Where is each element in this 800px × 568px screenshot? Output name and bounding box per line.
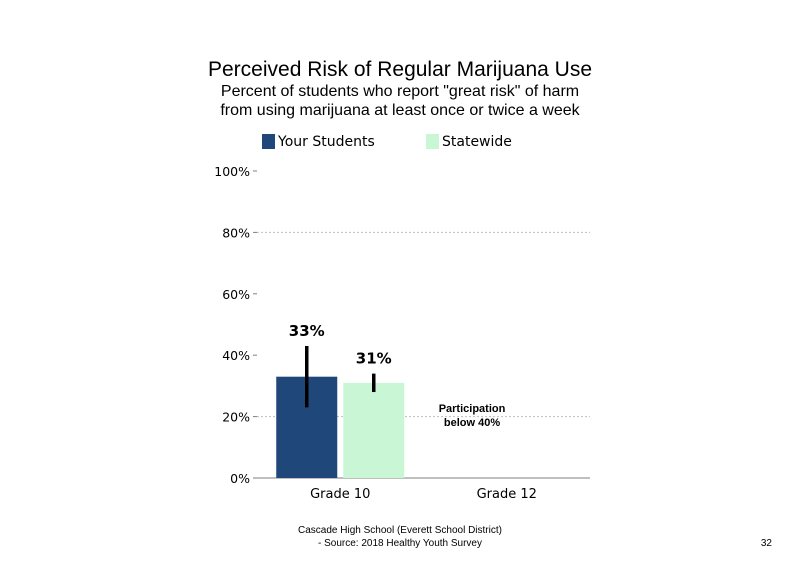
footer: Cascade High School (Everett School Dist… <box>220 524 580 550</box>
legend-swatch-your-students <box>262 134 275 149</box>
bar-statewide <box>343 382 405 478</box>
chart-title: Perceived Risk of Regular Marijuana Use <box>208 58 592 81</box>
annotation-line-1: Participation <box>439 403 506 415</box>
annotation-line-2: below 40% <box>444 417 500 429</box>
chart-subtitle: Percent of students who report "great ri… <box>0 82 800 120</box>
footer-source: - Source: 2018 Healthy Youth Survey <box>318 538 482 549</box>
y-tick-label: 80% <box>222 225 250 240</box>
subtitle-line-1: Percent of students who report "great ri… <box>220 83 580 100</box>
legend-label-your-students: Your Students <box>278 134 375 150</box>
legend-swatch-statewide <box>426 134 439 149</box>
x-tick-label: Grade 10 <box>310 487 370 502</box>
data-label: 33% <box>289 322 325 340</box>
y-tick-label: 60% <box>222 287 250 302</box>
legend-label-statewide: Statewide <box>442 134 512 150</box>
y-tick-label: 100% <box>214 164 250 179</box>
y-tick-label: 40% <box>222 348 250 363</box>
footer-school: Cascade High School (Everett School Dist… <box>298 525 502 536</box>
y-tick-label: 0% <box>230 471 250 486</box>
x-tick-label: Grade 12 <box>477 487 537 502</box>
subtitle-line-2: from using marijuana at least once or tw… <box>220 102 580 119</box>
y-tick-label: 20% <box>222 410 250 425</box>
page-number: 32 <box>760 538 772 549</box>
data-label: 31% <box>356 350 392 368</box>
